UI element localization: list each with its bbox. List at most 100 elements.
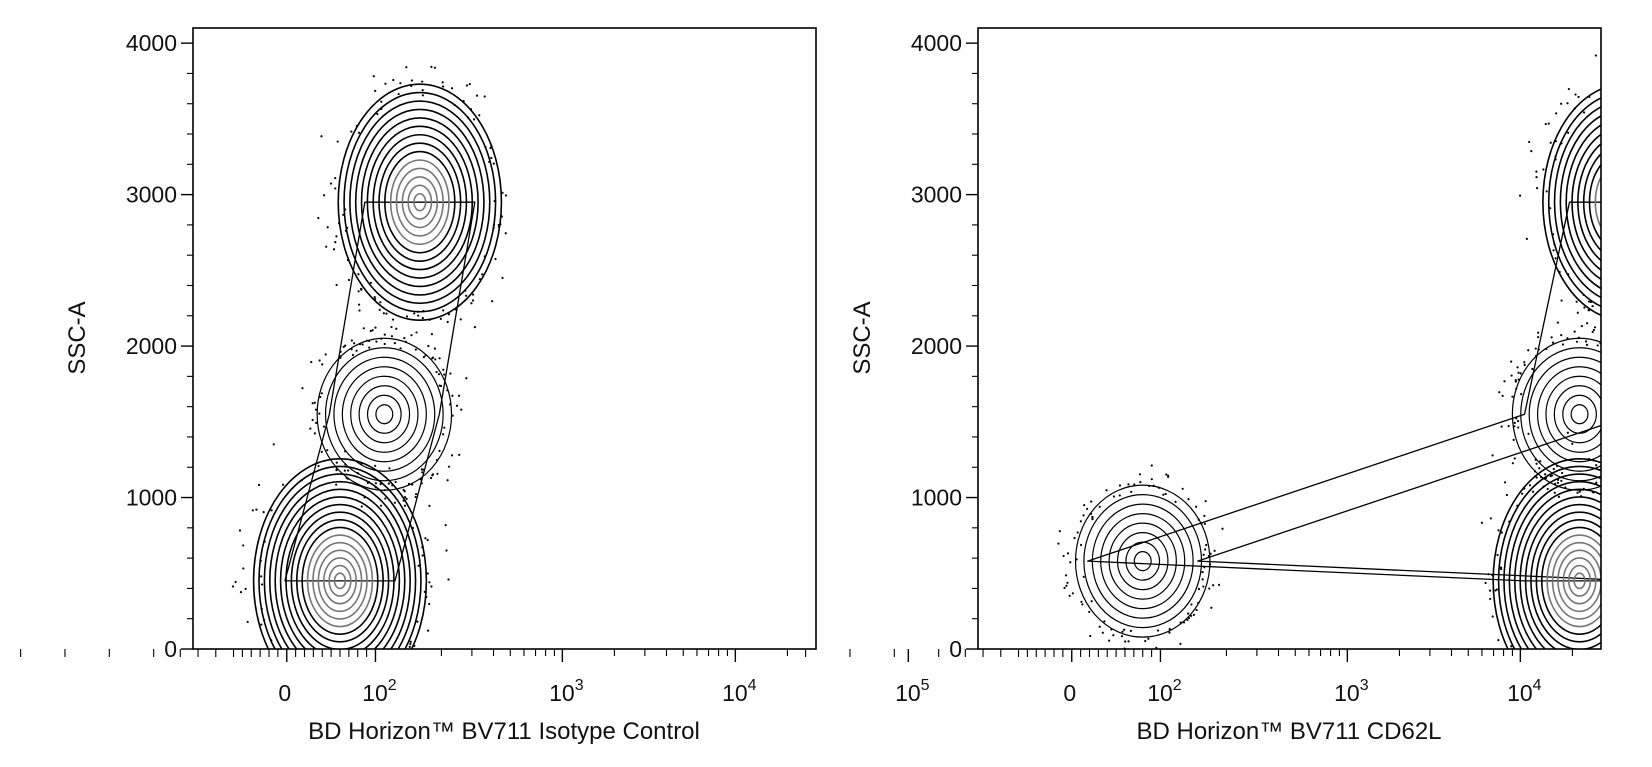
event-dot xyxy=(1644,511,1646,513)
event-dot xyxy=(1647,332,1649,334)
event-dot xyxy=(446,320,449,324)
event-dot xyxy=(504,232,507,235)
event-dot xyxy=(1607,685,1609,687)
event-dot xyxy=(421,94,424,97)
event-dot xyxy=(1535,170,1538,173)
event-dot xyxy=(1488,589,1492,592)
event-dot xyxy=(1640,377,1642,379)
event-dot xyxy=(1582,111,1586,114)
event-dot xyxy=(1560,102,1563,105)
event-dot xyxy=(472,118,476,121)
event-dot xyxy=(1147,637,1150,640)
event-dot xyxy=(438,357,441,360)
y-axis-label: SSC-A xyxy=(64,301,91,374)
event-dot xyxy=(1167,474,1170,477)
event-dot xyxy=(1065,584,1068,587)
y-tick-label: 1000 xyxy=(126,485,177,511)
event-dot xyxy=(405,497,408,500)
x-tick-label: 104 xyxy=(722,677,757,706)
contour-level xyxy=(1577,142,1601,262)
event-dot xyxy=(326,226,329,229)
event-dot xyxy=(239,591,243,594)
event-dot xyxy=(397,92,400,96)
event-dot xyxy=(1567,131,1570,134)
event-dot xyxy=(1642,458,1644,460)
event-dot xyxy=(1217,583,1221,586)
contour-level xyxy=(1546,534,1601,628)
event-dot xyxy=(1090,600,1093,603)
event-dot xyxy=(1556,478,1560,481)
event-dot xyxy=(383,342,386,346)
event-dot xyxy=(1150,478,1153,481)
event-dot xyxy=(1123,628,1126,631)
event-dot xyxy=(1625,368,1627,370)
contour-level xyxy=(312,541,368,620)
event-dot xyxy=(1577,691,1579,693)
event-dot xyxy=(1554,482,1557,485)
event-dot xyxy=(1552,467,1555,471)
event-dot xyxy=(1508,520,1511,523)
x-tick-label: 103 xyxy=(1334,677,1369,706)
event-dot xyxy=(1150,464,1153,467)
contour-level xyxy=(375,404,394,425)
event-dot xyxy=(1591,304,1594,308)
event-dot xyxy=(1596,344,1599,347)
event-dot xyxy=(1542,485,1545,488)
event-dot xyxy=(346,477,350,480)
event-dot xyxy=(394,658,396,660)
event-dot xyxy=(246,620,249,624)
event-dot xyxy=(1174,500,1177,503)
event-dot xyxy=(1512,438,1515,442)
event-dot xyxy=(1120,635,1124,638)
event-dot xyxy=(1641,425,1643,427)
event-dot xyxy=(405,66,408,69)
event-dot xyxy=(1535,476,1538,479)
event-dot xyxy=(1203,522,1206,525)
event-dot xyxy=(1523,363,1526,367)
event-dot xyxy=(464,289,467,292)
event-dot xyxy=(1537,348,1540,351)
event-dot xyxy=(1612,457,1614,459)
event-dot xyxy=(388,467,391,470)
event-dot xyxy=(1213,549,1216,552)
event-dot xyxy=(307,693,309,695)
event-dot xyxy=(1585,343,1589,346)
event-dot xyxy=(1554,257,1557,260)
event-dot xyxy=(1157,486,1161,489)
event-dot xyxy=(1498,391,1501,394)
event-dot xyxy=(1534,354,1538,358)
event-dot xyxy=(390,325,393,329)
event-dot xyxy=(1523,662,1525,664)
event-dot xyxy=(1516,419,1520,423)
event-dot xyxy=(1507,424,1510,428)
event-dot xyxy=(1554,140,1557,143)
event-dot xyxy=(442,368,445,371)
event-dot xyxy=(319,395,322,399)
event-dot xyxy=(428,504,431,507)
contour-level xyxy=(1562,394,1597,434)
event-dot xyxy=(374,89,377,92)
event-dot xyxy=(1534,347,1537,350)
event-dot xyxy=(1549,207,1552,210)
event-dot xyxy=(468,82,471,86)
event-dot xyxy=(1491,574,1494,577)
event-dot xyxy=(1513,421,1516,424)
event-dot xyxy=(270,509,273,512)
event-dot xyxy=(1532,695,1534,697)
event-dot xyxy=(362,327,365,330)
event-dot xyxy=(380,337,383,340)
event-dot xyxy=(421,554,424,557)
event-dot xyxy=(1606,310,1608,312)
event-dot xyxy=(393,342,397,345)
event-dot xyxy=(431,473,435,476)
event-dot xyxy=(483,95,486,98)
event-dot xyxy=(1127,483,1130,486)
contour-level xyxy=(1582,152,1601,252)
event-dot xyxy=(1144,639,1147,643)
event-dot xyxy=(367,480,371,484)
event-dot xyxy=(1208,563,1212,566)
event-dot xyxy=(353,342,356,345)
event-dot xyxy=(1517,426,1520,429)
event-dot xyxy=(1080,543,1083,547)
event-dot xyxy=(1557,731,1559,733)
